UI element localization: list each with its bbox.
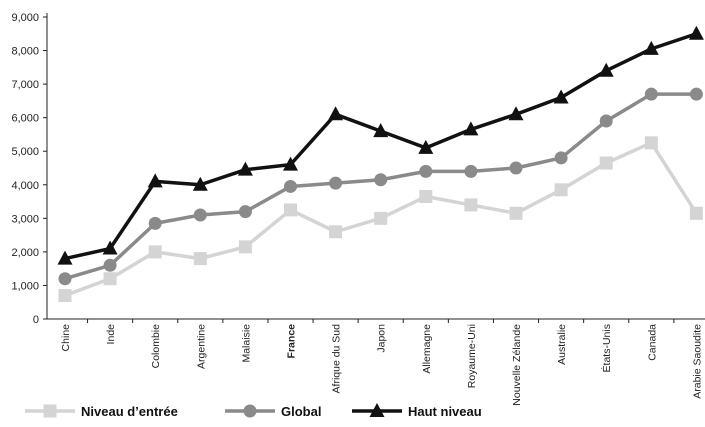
x-tick-label: Australie [556, 324, 568, 365]
data-point [148, 245, 162, 259]
data-point [644, 136, 658, 150]
data-point [373, 123, 389, 138]
data-point [103, 258, 117, 272]
legend-label: Niveau d’entrée [81, 404, 178, 419]
y-tick-label: 1,000 [11, 280, 39, 292]
x-tick-label: Japon [376, 324, 388, 353]
data-point [509, 161, 523, 175]
series-0 [58, 136, 703, 303]
data-point [374, 173, 388, 187]
data-point [688, 25, 704, 40]
data-point [598, 62, 614, 77]
data-point [419, 164, 433, 178]
legend-swatch-marker [43, 404, 57, 418]
data-point [238, 240, 252, 254]
data-point [689, 87, 703, 101]
data-point [553, 89, 569, 104]
data-point [193, 208, 207, 222]
legend-label: Global [281, 404, 321, 419]
data-point [192, 176, 208, 191]
series-2 [57, 25, 704, 265]
series-layer [57, 25, 704, 303]
data-point [193, 252, 207, 266]
data-point [329, 225, 343, 239]
data-point [464, 164, 478, 178]
x-axis: Chine Inde Colombie Argentine Malaisie France… [47, 318, 705, 406]
x-tick-label: États-Unis [600, 324, 613, 372]
data-point [418, 139, 434, 154]
data-point [643, 40, 659, 55]
x-tick-label: Inde [105, 324, 117, 345]
data-point [103, 272, 117, 286]
data-point [329, 176, 343, 190]
x-tick-label: Royaume-Uni [466, 324, 478, 388]
legend-swatch-marker [243, 404, 257, 418]
data-point [644, 87, 658, 101]
x-tick-label: Colombie [150, 324, 162, 369]
legend-item: Niveau d’entrée [25, 404, 178, 419]
y-tick-label: 4,000 [11, 180, 39, 192]
x-tick-label: Allemagne [421, 324, 433, 374]
data-point [147, 173, 163, 188]
x-tick-label: France [286, 324, 298, 359]
x-tick-label: Malaisie [240, 324, 252, 363]
legend-label: Haut niveau [408, 404, 482, 419]
x-tick-label: Afrique du Sud [331, 324, 343, 394]
y-tick-label: 5,000 [11, 146, 39, 158]
x-tick-label: Nouvelle Zélande [511, 324, 523, 406]
legend-item: Global [225, 404, 321, 419]
data-point [419, 190, 433, 204]
y-tick-label: 0 [33, 314, 39, 326]
y-tick-label: 8,000 [11, 46, 39, 58]
y-tick-label: 6,000 [11, 113, 39, 125]
x-tick-label: Argentine [195, 324, 207, 369]
data-point [599, 114, 613, 128]
legend-item: Haut niveau [352, 403, 482, 419]
data-point [102, 240, 118, 255]
data-point [509, 206, 523, 220]
y-axis: 0 1,000 2,000 3,000 4,000 5,000 6,000 7,000 8,00… [11, 12, 48, 326]
data-point [463, 121, 479, 136]
data-point [554, 151, 568, 165]
data-point [237, 161, 253, 176]
data-point [238, 205, 252, 219]
data-point [148, 216, 162, 230]
x-tick-label: Chine [60, 324, 72, 352]
data-point [57, 250, 73, 265]
data-point [328, 106, 344, 121]
data-point [284, 179, 297, 193]
x-tick-label: Canada [646, 324, 658, 361]
data-point [374, 211, 388, 225]
data-point [689, 206, 703, 220]
y-tick-label: 9,000 [11, 12, 39, 24]
legend: Niveau d’entrée Global Haut niveau [25, 403, 482, 419]
y-tick-label: 3,000 [11, 213, 39, 225]
legend-swatch-marker [369, 403, 385, 417]
data-point [464, 198, 478, 212]
data-point [58, 289, 72, 303]
data-point [599, 156, 613, 170]
series-1 [58, 87, 703, 286]
y-tick-label: 2,000 [11, 247, 39, 259]
data-point [283, 156, 298, 171]
data-point [284, 203, 297, 217]
data-point [508, 106, 524, 121]
y-tick-label: 7,000 [11, 79, 39, 91]
data-point [554, 183, 568, 197]
x-tick-label: Arabie Saoudite [691, 324, 703, 399]
data-point [58, 272, 72, 286]
